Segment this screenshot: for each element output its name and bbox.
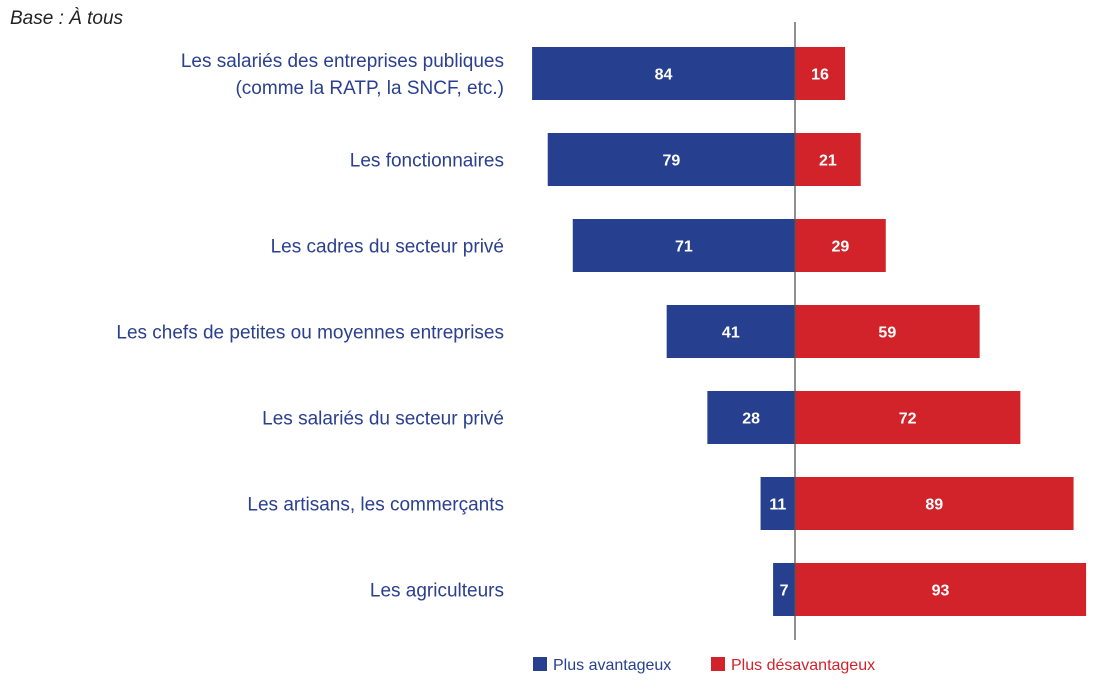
legend-label: Plus désavantageux xyxy=(731,657,875,674)
bar-plus-avantageux xyxy=(572,219,795,272)
bar-plus-desavantageux xyxy=(795,477,1074,530)
legend-label: Plus avantageux xyxy=(553,657,671,674)
bar-plus-desavantageux xyxy=(795,391,1021,444)
data-label-plus-avantageux: 41 xyxy=(722,325,740,342)
bar-plus-avantageux xyxy=(666,305,795,358)
category-label: Les salariés du secteur privé xyxy=(262,409,504,430)
data-label-plus-desavantageux: 59 xyxy=(878,325,896,342)
category-label: Les artisans, les commerçants xyxy=(247,495,504,516)
data-label-plus-desavantageux: 72 xyxy=(899,411,917,428)
category-label: Les salariés des entreprises publiques xyxy=(181,51,504,72)
data-label-plus-desavantageux: 21 xyxy=(819,153,837,170)
legend-swatch xyxy=(533,657,547,671)
bar-plus-desavantageux xyxy=(795,219,886,272)
bar-plus-avantageux xyxy=(547,133,795,186)
data-label-plus-desavantageux: 29 xyxy=(831,239,849,256)
category-label: Les agriculteurs xyxy=(370,581,504,602)
category-label: Les cadres du secteur privé xyxy=(271,237,504,258)
data-label-plus-avantageux: 71 xyxy=(675,239,693,256)
data-label-plus-desavantageux: 89 xyxy=(925,497,943,514)
bar-plus-avantageux xyxy=(707,391,795,444)
category-label: Les chefs de petites ou moyennes entrepr… xyxy=(116,323,504,344)
bar-plus-desavantageux xyxy=(795,47,846,100)
data-label-plus-avantageux: 84 xyxy=(655,67,673,84)
data-label-plus-avantageux: 11 xyxy=(769,497,786,514)
bar-plus-desavantageux xyxy=(795,133,861,186)
bar-plus-avantageux xyxy=(760,477,795,530)
data-label-plus-avantageux: 79 xyxy=(662,153,680,170)
data-label-plus-avantageux: 28 xyxy=(742,411,760,428)
category-label: Les fonctionnaires xyxy=(350,151,504,172)
bar-plus-avantageux xyxy=(773,563,795,616)
bar-plus-avantageux xyxy=(532,47,795,100)
bar-plus-desavantageux xyxy=(795,305,980,358)
legend-swatch xyxy=(711,657,725,671)
data-label-plus-desavantageux: 16 xyxy=(811,67,829,84)
data-label-plus-avantageux: 7 xyxy=(780,583,789,600)
data-label-plus-desavantageux: 93 xyxy=(932,583,950,600)
bar-plus-desavantageux xyxy=(795,563,1087,616)
base-note: Base : À tous xyxy=(10,8,124,29)
category-label: (comme la RATP, la SNCF, etc.) xyxy=(235,78,504,99)
